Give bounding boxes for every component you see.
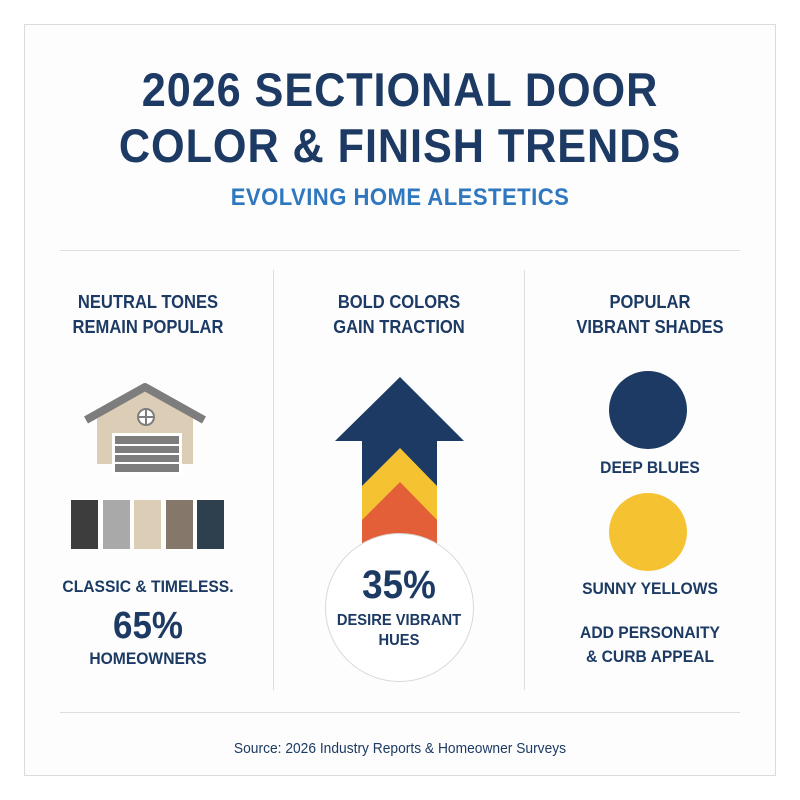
sunny-yellows-label: SUNNY YELLOWS [582, 579, 718, 598]
vibrant-heading: POPULAR VIBRANT SHADES [535, 290, 765, 340]
title-line-2: COLOR & FINISH TRENDS [118, 119, 682, 172]
bottom-divider [60, 712, 740, 713]
stat-circle [325, 533, 474, 682]
subtitle: EVOLVING HOME ALESTETICS [230, 184, 570, 211]
deep-blue-swatch [609, 371, 687, 449]
note-line: ADD PERSONAITY [580, 623, 720, 642]
heading-line: VIBRANT SHADES [576, 317, 724, 337]
heading-line: BOLD COLORS [337, 292, 461, 312]
column-divider [524, 270, 525, 690]
label-line: DESIRE VIBRANT [336, 612, 462, 629]
color-swatch [71, 500, 98, 549]
label-line: HUES [378, 632, 420, 649]
heading-line: POPULAR [609, 292, 691, 312]
deep-blues-label: DEEP BLUES [600, 458, 700, 477]
house-garage-icon [84, 383, 206, 475]
heading-line: NEUTRAL TONES [77, 292, 219, 312]
heading-line: GAIN TRACTION [333, 317, 465, 337]
curb-appeal-note: ADD PERSONAITY & CURB APPEAL [535, 621, 765, 669]
up-arrow-icon [335, 377, 464, 545]
color-swatch [165, 500, 193, 549]
stat-65: 65% [113, 605, 183, 647]
title-line-1: 2026 SECTIONAL DOOR [141, 63, 659, 116]
color-swatch [197, 500, 224, 549]
sunny-yellow-swatch [609, 493, 687, 571]
source-note: Source: 2026 Industry Reports & Homeowne… [233, 740, 567, 757]
vibrant-hues-label: DESIRE VIBRANT HUES [284, 611, 514, 651]
note-line: & CURB APPEAL [585, 647, 715, 666]
neutral-heading: NEUTRAL TONES REMAIN POPULAR [33, 290, 263, 340]
column-divider [273, 270, 274, 690]
bold-heading: BOLD COLORS GAIN TRACTION [284, 290, 514, 340]
color-swatch [134, 500, 161, 549]
classic-caption: CLASSIC & TIMELESS. [62, 577, 234, 596]
heading-line: REMAIN POPULAR [72, 317, 224, 337]
stat-35: 35% [362, 563, 436, 607]
homeowners-label: HOMEOWNERS [89, 649, 207, 668]
top-divider [60, 250, 740, 251]
color-swatch [102, 500, 130, 549]
